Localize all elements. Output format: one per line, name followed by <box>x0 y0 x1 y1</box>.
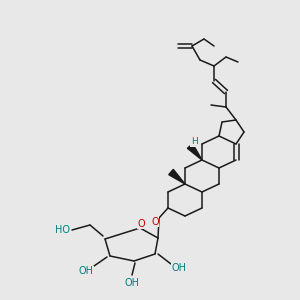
Text: HO: HO <box>56 225 70 235</box>
Text: OH: OH <box>172 263 187 273</box>
Text: OH: OH <box>124 278 140 288</box>
Text: O: O <box>151 217 159 227</box>
Text: O: O <box>137 219 145 229</box>
Text: OH: OH <box>79 266 94 276</box>
Polygon shape <box>169 169 185 184</box>
Text: H: H <box>190 137 197 146</box>
Polygon shape <box>187 144 202 160</box>
